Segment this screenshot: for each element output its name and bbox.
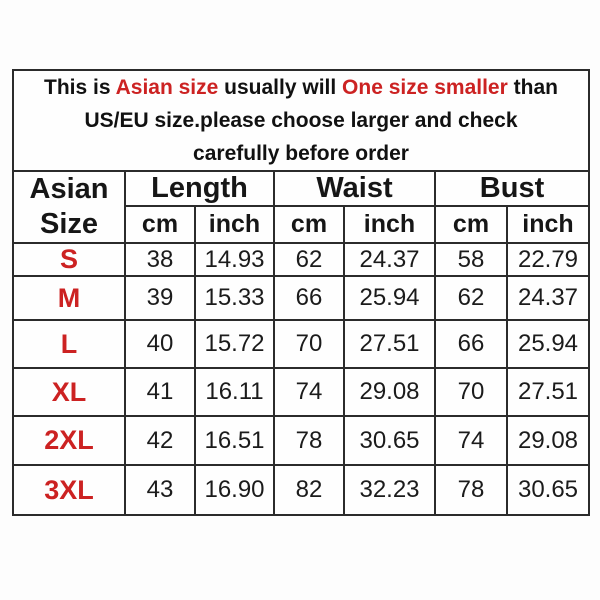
unit-header-bust-cm: cm	[434, 205, 508, 244]
size-label-s: S	[12, 242, 126, 277]
table-row-s: S 38 14.93 62 24.37 58 22.79	[12, 242, 591, 277]
cell-3xl-length-inch: 16.90	[194, 464, 275, 516]
unit-header-waist-inch: inch	[343, 205, 436, 244]
cell-m-bust-cm: 62	[434, 275, 508, 321]
notice-row: This is Asian size usually will One size…	[11, 69, 591, 172]
cell-m-length-inch: 15.33	[194, 275, 275, 321]
cell-3xl-length-cm: 43	[124, 464, 196, 516]
notice-line-1: This is Asian size usually will One size…	[15, 72, 587, 104]
notice-line-3: carefully before order	[193, 142, 409, 165]
cell-l-bust-inch: 25.94	[505, 319, 591, 369]
header-length: Length	[124, 169, 275, 208]
notice-line-2: US/EU size.please choose larger and chec…	[84, 109, 518, 132]
size-label-2xl: 2XL	[12, 415, 126, 466]
cell-3xl-bust-cm: 78	[434, 464, 508, 516]
cell-2xl-waist-inch: 30.65	[343, 415, 436, 466]
cell-xl-waist-inch: 29.08	[343, 367, 436, 417]
notice-text-segment: than	[507, 76, 558, 99]
cell-s-bust-cm: 58	[434, 242, 508, 277]
notice-highlight-asian-size: Asian size	[115, 76, 219, 99]
cell-2xl-bust-cm: 74	[434, 415, 508, 466]
table-row-xl: XL 41 16.11 74 29.08 70 27.51	[12, 367, 591, 417]
cell-m-waist-inch: 25.94	[343, 275, 436, 321]
cell-m-length-cm: 39	[124, 275, 196, 321]
size-label-xl: XL	[12, 367, 126, 417]
cell-l-waist-cm: 70	[273, 319, 345, 369]
notice-highlight-one-size-smaller: One size smaller	[342, 76, 508, 99]
header-asian-size: Asian Size	[12, 170, 126, 244]
cell-xl-bust-cm: 70	[434, 367, 508, 417]
unit-header-length-inch: inch	[194, 205, 275, 244]
cell-s-length-cm: 38	[124, 242, 196, 277]
table-row-l: L 40 15.72 70 27.51 66 25.94	[12, 319, 591, 369]
size-label-m: M	[12, 275, 126, 321]
cell-s-length-inch: 14.93	[194, 242, 275, 277]
header-bust: Bust	[433, 169, 591, 208]
cell-l-waist-inch: 27.51	[343, 319, 436, 369]
cell-2xl-length-inch: 16.51	[194, 415, 275, 466]
cell-l-length-cm: 40	[124, 319, 196, 369]
table-row-3xl: 3XL 43 16.90 82 32.23 78 30.65	[12, 464, 591, 516]
cell-s-waist-cm: 62	[273, 242, 345, 277]
cell-l-length-inch: 15.72	[194, 319, 275, 369]
notice-banner: This is Asian size usually will One size…	[11, 69, 591, 172]
notice-text-segment: This is	[44, 76, 116, 99]
cell-3xl-waist-cm: 82	[273, 464, 345, 516]
notice-text-segment: usually will	[218, 76, 343, 99]
cell-3xl-waist-inch: 32.23	[343, 464, 436, 516]
cell-xl-waist-cm: 74	[273, 367, 345, 417]
unit-header-waist-cm: cm	[273, 205, 345, 244]
size-label-3xl: 3XL	[12, 464, 126, 516]
cell-xl-length-inch: 16.11	[194, 367, 275, 417]
cell-2xl-waist-cm: 78	[273, 415, 345, 466]
table-row-2xl: 2XL 42 16.51 78 30.65 74 29.08	[12, 415, 591, 466]
cell-l-bust-cm: 66	[434, 319, 508, 369]
cell-2xl-bust-inch: 29.08	[505, 415, 591, 466]
header-unit-row: cm inch cm inch cm inch	[13, 205, 591, 244]
cell-m-bust-inch: 24.37	[505, 275, 591, 321]
cell-s-bust-inch: 22.79	[505, 242, 591, 277]
table-row-m: M 39 15.33 66 25.94 62 24.37	[12, 275, 591, 321]
cell-m-waist-cm: 66	[273, 275, 345, 321]
cell-xl-length-cm: 41	[124, 367, 196, 417]
header-waist: Waist	[273, 169, 436, 208]
cell-3xl-bust-inch: 30.65	[505, 464, 591, 516]
header-group-row: Asian Size Length Waist Bust	[12, 169, 591, 244]
cell-xl-bust-inch: 27.51	[505, 367, 591, 417]
cell-s-waist-inch: 24.37	[343, 242, 436, 277]
unit-header-bust-inch: inch	[505, 205, 591, 244]
size-chart-table: This is Asian size usually will One size…	[11, 69, 591, 516]
size-label-l: L	[12, 319, 126, 369]
cell-2xl-length-cm: 42	[124, 415, 196, 466]
unit-header-length-cm: cm	[124, 205, 196, 244]
